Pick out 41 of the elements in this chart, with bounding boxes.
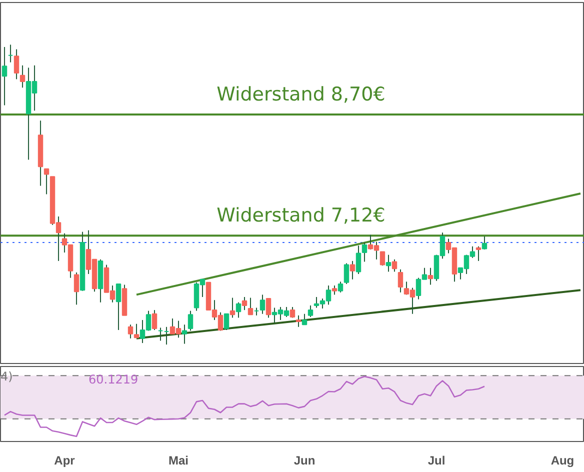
x-tick-label: Jun bbox=[294, 454, 316, 468]
candlestick bbox=[188, 310, 194, 332]
candlestick bbox=[356, 245, 362, 274]
candlestick bbox=[392, 258, 398, 272]
annotation: 4) bbox=[0, 370, 13, 384]
candlestick bbox=[428, 267, 434, 286]
candlestick bbox=[182, 324, 188, 344]
candlestick bbox=[116, 283, 122, 330]
candlestick bbox=[266, 298, 272, 318]
candlestick bbox=[230, 297, 236, 318]
candlestick bbox=[296, 314, 302, 328]
x-tick-label: Apr bbox=[54, 454, 76, 468]
candlestick bbox=[302, 313, 308, 326]
candlestick bbox=[308, 304, 314, 318]
candlestick bbox=[260, 294, 266, 314]
candlestick bbox=[476, 246, 482, 262]
candlestick bbox=[362, 242, 368, 262]
candlestick bbox=[380, 251, 386, 266]
candlestick bbox=[44, 168, 50, 195]
candlestick bbox=[248, 297, 254, 316]
candlestick bbox=[386, 254, 392, 272]
candlestick bbox=[20, 64, 26, 88]
x-tick-label: Aug bbox=[550, 454, 574, 468]
candlestick bbox=[236, 302, 242, 318]
candlestick bbox=[242, 296, 248, 311]
candlestick bbox=[344, 262, 350, 284]
candlestick bbox=[74, 272, 80, 306]
candlestick bbox=[332, 285, 338, 296]
candlestick bbox=[14, 48, 20, 80]
candlestick bbox=[398, 268, 404, 293]
candlestick bbox=[482, 236, 488, 250]
ref-line-label: Widerstand 8,70€ bbox=[216, 83, 386, 106]
candlestick bbox=[152, 310, 158, 330]
candlestick bbox=[224, 313, 230, 330]
candlestick bbox=[338, 281, 344, 293]
x-tick-label: Mai bbox=[168, 454, 189, 468]
x-tick-label: Jul bbox=[428, 454, 446, 468]
ref-line-label: Widerstand 7,12€ bbox=[216, 204, 386, 227]
candlestick bbox=[2, 46, 8, 106]
candlestick bbox=[350, 260, 356, 280]
annotation: 60.1219 bbox=[88, 372, 138, 386]
